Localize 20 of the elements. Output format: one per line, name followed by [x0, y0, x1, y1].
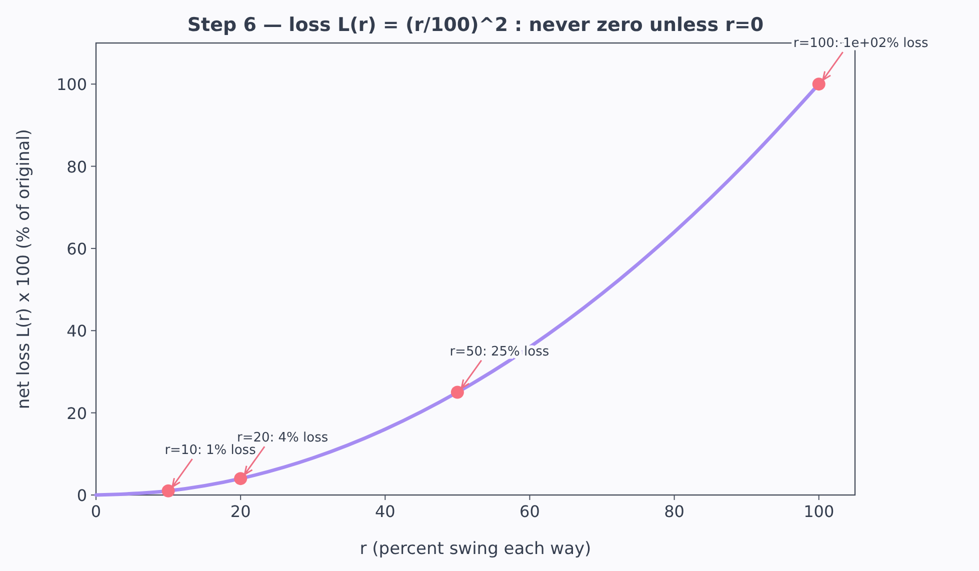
point	[450, 386, 464, 399]
point	[162, 484, 175, 498]
y-axis-title: net loss L(r) x 100 (% of original)	[14, 128, 34, 410]
y-tick-label: 40	[66, 322, 87, 341]
point	[812, 78, 826, 91]
y-tick-label: 60	[66, 239, 87, 258]
y-tick-label: 80	[66, 157, 87, 176]
x-tick-label: 60	[520, 502, 540, 521]
y-tick-label: 20	[66, 404, 87, 423]
x-axis-title: r (percent swing each way)	[360, 539, 592, 559]
chart-title: Step 6 — loss L(r) = (r/100)^2 : never zero unless r=0	[187, 14, 764, 36]
y-tick-label: 0	[76, 486, 87, 505]
x-tick-label: 0	[90, 502, 102, 521]
annotation: r=50: 25% loss	[450, 344, 550, 360]
x-tick-label: 20	[230, 502, 251, 521]
point	[234, 472, 248, 486]
x-tick-label: 100	[804, 502, 834, 521]
y-tick-label: 100	[56, 75, 87, 94]
x-tick-label: 40	[374, 502, 396, 521]
x-tick-label: 80	[664, 502, 684, 521]
